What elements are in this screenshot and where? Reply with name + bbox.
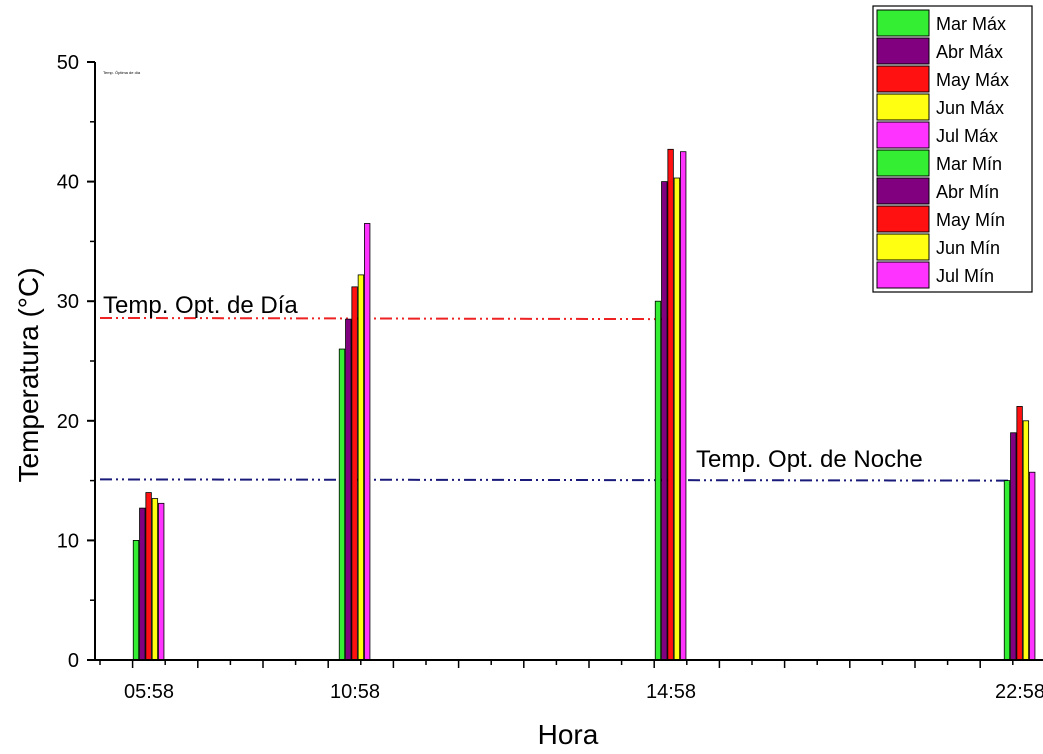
reference-line [99,478,1011,482]
bar [338,348,346,661]
legend-label: Jun Mín [936,238,1000,258]
y-tick-label: 40 [57,172,79,194]
bar [158,502,165,661]
legend-label: Jul Máx [936,126,998,146]
bar [673,177,681,661]
x-ticks: 05:58 10:58 14:58 22:58 [99,660,1043,703]
legend: Mar Máx Abr Máx May Máx Jun Máx Jul Máx Mar M… [872,5,1033,293]
bar [1010,432,1017,661]
reference-line [99,316,686,321]
y-tick-label: 50 [57,52,79,74]
y-ticks: 0 10 20 30 40 50 [57,52,95,672]
legend-label: May Mín [936,210,1005,230]
bar [345,318,352,661]
legend-swatch [876,9,930,37]
legend-label: Mar Máx [936,14,1006,34]
legend-label: Abr Mín [936,182,999,202]
legend-swatch [876,233,930,261]
legend-label: Abr Máx [936,42,1003,62]
bar [1029,471,1036,661]
bar [364,223,371,661]
bar [661,181,668,661]
bar [145,492,152,661]
bar [1003,480,1011,661]
legend-swatch [876,93,930,121]
y-tick-label: 20 [57,411,79,433]
legend-swatch [876,37,930,65]
legend-label: Mar Mín [936,154,1002,174]
legend-swatch [876,65,930,93]
bar [1022,420,1030,661]
bar [351,286,358,661]
small-annotation: Temp. Óptima de día [103,70,141,75]
legend-label: Jul Mín [936,266,994,286]
y-tick-label: 30 [57,291,79,313]
legend-swatch [876,177,930,205]
bar [667,148,674,661]
legend-label: May Máx [936,70,1009,90]
bar [680,151,687,661]
legend-label: Jun Máx [936,98,1004,118]
x-tick-label: 05:58 [124,681,174,703]
legend-swatch [876,149,930,177]
reference-label-night: Temp. Opt. de Noche [696,446,923,473]
reference-label-day: Temp. Opt. de Día [103,292,298,319]
y-tick-label: 0 [68,650,79,672]
reference-lines [99,316,1011,482]
bar [1016,406,1023,661]
bar [139,507,146,661]
legend-swatch [876,121,930,149]
bar [654,300,662,661]
legend-swatch [876,205,930,233]
bar [132,540,140,661]
x-tick-label: 14:58 [646,681,696,703]
x-tick-label: 22:58 [995,681,1043,703]
bar [151,498,159,661]
x-tick-label: 10:58 [330,681,380,703]
legend-swatch [876,261,930,289]
bar [357,274,365,661]
y-axis-title: Temperatura (°C) [13,267,44,482]
x-axis-title: Hora [538,719,599,750]
y-tick-label: 10 [57,530,79,552]
